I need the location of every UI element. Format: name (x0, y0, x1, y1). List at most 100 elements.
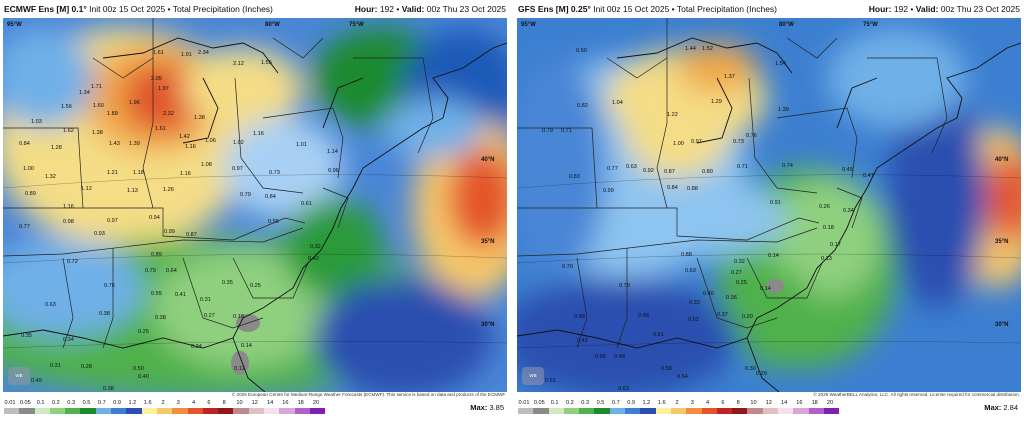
ecmwf-precip-value: 0.87 (186, 232, 197, 238)
gfs-precip-value: 0.18 (823, 225, 834, 231)
ecmwf-precip-value: 1.12 (81, 186, 92, 192)
ecmwf-precip-value: 1.06 (205, 138, 216, 144)
ecmwf-lon-95w: 95°W (7, 22, 22, 28)
ecmwf-precip-value: 0.64 (166, 268, 177, 274)
gfs-legend: 0.01 0.05 0.1 0.2 0.3 0.5 0.7 0.9 1.2 1.6 2 3 4 6 8 10 1… (518, 400, 988, 425)
gfs-legend-tick: 14 (780, 400, 788, 406)
gfs-precip-value: 0.32 (734, 259, 745, 265)
ecmwf-precip-value: 1.62 (63, 128, 74, 134)
ecmwf-legend-tick: 2 (161, 400, 165, 406)
ecmwf-legend-swatch (80, 408, 96, 414)
gfs-precip-value: 0.14 (760, 286, 771, 292)
ecmwf-legend-tick: 0.1 (36, 400, 45, 406)
ecmwf-precip-value: 1.56 (61, 104, 72, 110)
gfs-precip-value: 0.50 (576, 48, 587, 54)
ecmwf-precip-value: 1.16 (185, 144, 196, 150)
ecmwf-precip-value: 1.61 (155, 126, 166, 132)
ecmwf-precip-value: 2.05 (151, 76, 162, 82)
gfs-precip-value: 0.48 (614, 354, 625, 360)
gfs-header: GFS Ens [M] 0.25° Init 00z 15 Oct 2025 •… (514, 0, 1024, 18)
gfs-precip-value: 0.34 (843, 208, 854, 214)
ecmwf-legend-swatch (111, 408, 127, 414)
ecmwf-legend-swatch (156, 408, 173, 414)
gfs-precip-value: 0.48 (574, 314, 585, 320)
ecmwf-precip-value: 0.18 (233, 314, 244, 320)
ecmwf-legend-swatch (126, 408, 142, 414)
ecmwf-precip-value: 1.16 (253, 131, 264, 137)
gfs-legend-swatch (579, 408, 595, 414)
gfs-legend-tick: 4 (706, 400, 710, 406)
gfs-legend-tick: 0.05 (533, 400, 545, 406)
ecmwf-precip-value: 0.25 (250, 283, 261, 289)
gfs-precip-value: 1.29 (711, 99, 722, 105)
gfs-precip-value: 1.54 (775, 61, 786, 67)
ecmwf-legend-swatch (172, 408, 188, 414)
ecmwf-precip-value: 2.32 (163, 111, 174, 117)
gfs-legend-swatch (625, 408, 641, 414)
ecmwf-precip-value: 0.28 (81, 364, 92, 370)
ecmwf-precip-value: 1.32 (45, 174, 56, 180)
ecmwf-precip-value: 1.97 (158, 86, 169, 92)
ecmwf-precip-value: 1.00 (23, 166, 34, 172)
ecmwf-precip-value: 1.26 (163, 187, 174, 193)
ecmwf-precip-value: 1.42 (179, 134, 190, 140)
ecmwf-precip-value: 1.39 (129, 141, 140, 147)
ecmwf-precip-value: 0.89 (25, 191, 36, 197)
gfs-precip-value: 0.27 (731, 270, 742, 276)
ecmwf-max-value: 3.85 (489, 403, 504, 412)
gfs-legend-tick: 18 (811, 400, 818, 406)
gfs-legend-tick: 0.7 (611, 400, 620, 406)
gfs-hour: 192 (893, 4, 908, 14)
ecmwf-legend-tick: 4 (192, 400, 196, 406)
gfs-valid-label: Valid: (915, 4, 939, 14)
ecmwf-precip-value: 0.32 (310, 244, 321, 250)
ecmwf-precip-value: 0.35 (222, 280, 233, 286)
gfs-precip-value: 0.51 (545, 378, 556, 384)
ecmwf-precip-value: 0.35 (21, 333, 32, 339)
ecmwf-precip-value: 1.91 (181, 52, 192, 58)
gfs-legend-tick: 12 (765, 400, 772, 406)
gfs-precip-value: 1.00 (673, 141, 684, 147)
ecmwf-precip-value: 0.79 (145, 268, 156, 274)
gfs-title: GFS Ens [M] 0.25° Init 00z 15 Oct 2025 •… (518, 0, 777, 18)
ecmwf-precip-value: 0.73 (269, 170, 280, 176)
ecmwf-precip-value: 1.89 (107, 111, 118, 117)
ecmwf-model-name: ECMWF Ens [M] 0.1° (4, 4, 87, 14)
ecmwf-precip-value: 0.61 (301, 201, 312, 207)
ecmwf-legend-tick: 12 (251, 400, 258, 406)
gfs-legend-tick: 2 (675, 400, 679, 406)
gfs-precip-value: 0.84 (667, 185, 678, 191)
ecmwf-legend-swatch (248, 408, 265, 414)
ecmwf-legend-swatch (218, 408, 234, 414)
ecmwf-precip-value: 1.38 (92, 130, 103, 136)
ecmwf-title: ECMWF Ens [M] 0.1° Init 00z 15 Oct 2025 … (4, 0, 273, 18)
gfs-legend-swatch (762, 408, 779, 414)
gfs-lon-75w: 75°W (863, 22, 878, 28)
ecmwf-precip-value: 0.97 (232, 166, 243, 172)
ecmwf-precip-value: 0.25 (138, 329, 149, 335)
ecmwf-legend-tick: 0.2 (52, 400, 60, 406)
gfs-precip-value: 0.47 (863, 173, 874, 179)
ecmwf-legend-tick: 20 (312, 400, 320, 406)
ecmwf-precip-value: 1.01 (296, 142, 307, 148)
gfs-precip-value: 0.40 (703, 291, 714, 297)
gfs-panel: GFS Ens [M] 0.25° Init 00z 15 Oct 2025 •… (514, 0, 1024, 425)
ecmwf-panel: ECMWF Ens [M] 0.1° Init 00z 15 Oct 2025 … (0, 0, 510, 425)
ecmwf-precip-value: 0.55 (268, 219, 279, 225)
gfs-precip-value: 0.45 (842, 167, 853, 173)
ecmwf-precip-value: 0.41 (175, 292, 186, 298)
gfs-legend-swatch (808, 408, 824, 414)
ecmwf-lat-35n: 35°N (481, 239, 494, 245)
ecmwf-precip-value: 0.84 (19, 141, 30, 147)
gfs-precip-value: 0.29 (756, 371, 767, 377)
gfs-legend-tick: 16 (796, 400, 803, 406)
ecmwf-precip-value: 0.38 (155, 315, 166, 321)
ecmwf-precip-value: 0.24 (191, 344, 202, 350)
gfs-precip-value: 0.71 (737, 164, 748, 170)
ecmwf-credit: © 2025 European Centre for Medium-Range … (231, 392, 506, 397)
gfs-precip-value: 0.37 (717, 312, 728, 318)
ecmwf-precip-value: 1.14 (327, 149, 338, 155)
gfs-legend-swatch (655, 408, 671, 414)
weatherbell-logo: WB (8, 367, 30, 385)
gfs-precip-value: 0.33 (689, 300, 700, 306)
